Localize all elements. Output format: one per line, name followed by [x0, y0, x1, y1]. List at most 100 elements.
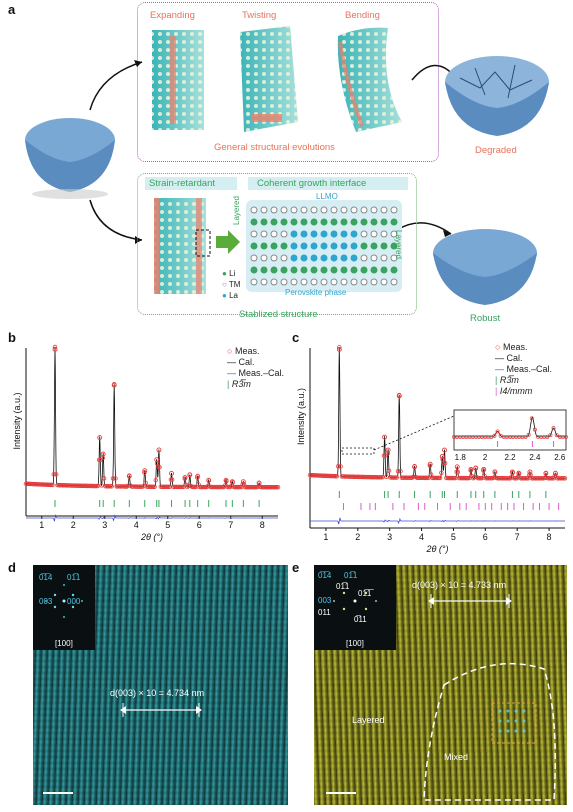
- measure-e: d(003) × 10 = 4.733 nm: [412, 580, 507, 590]
- lattice-atom: [270, 242, 278, 250]
- lattice-atom: [390, 266, 398, 274]
- structural-evolution-caption: General structural evolutions: [214, 142, 335, 153]
- measured-peak-point: [442, 447, 447, 453]
- measured-point: [439, 470, 444, 476]
- expanding-title: Expanding: [150, 10, 195, 21]
- inset-measured-point: [554, 433, 559, 438]
- lattice-atom: [270, 254, 278, 262]
- measured-peak-point: [206, 477, 212, 483]
- lattice-atom: [330, 254, 338, 262]
- lattice-atom: [280, 254, 288, 262]
- lattice-atom: [290, 266, 298, 274]
- measured-point: [539, 476, 545, 481]
- inset-measured-point: [548, 433, 553, 438]
- lattice-atom: [390, 254, 398, 262]
- measured-point: [436, 475, 441, 481]
- lattice-atom: [370, 254, 378, 262]
- measured-point: [527, 472, 532, 478]
- lattice-atom: [300, 242, 308, 250]
- lattice-atom: [370, 266, 378, 274]
- x-tick-label: 6: [483, 532, 488, 542]
- lattice-atom: [360, 254, 368, 262]
- panel-e-label: e: [292, 560, 300, 575]
- difference-curve: [310, 517, 565, 525]
- lattice-atom: [280, 278, 288, 286]
- legend-la: La: [229, 291, 238, 300]
- measured-peak-point: [439, 454, 445, 459]
- xrd-chart-c: 1 2 3 4 5 6 7 8 2θ (°) Intensity (a.u.) 1.8 2 2.2 2.4…: [296, 345, 568, 554]
- fft-e-label-011d: 011: [318, 608, 331, 617]
- lattice-atom: [360, 218, 368, 226]
- twisting-title: Twisting: [242, 10, 277, 21]
- x-tick-label: 4: [419, 532, 424, 542]
- x-axis-label: 2θ (°): [140, 532, 163, 542]
- measured-point: [442, 460, 448, 466]
- measured-point: [52, 344, 58, 350]
- lattice-atom: [300, 206, 308, 214]
- strain-retardant-block: [154, 198, 211, 294]
- measured-peak-point: [223, 477, 229, 483]
- x-tick-label: 1: [39, 520, 44, 530]
- measure-arrow-e: [428, 594, 512, 608]
- measured-point: [50, 482, 55, 488]
- lattice-atom: [260, 242, 268, 250]
- lattice-atom: [320, 230, 328, 238]
- measured-point: [334, 474, 339, 479]
- y-axis-label: Intensity (a.u.): [296, 388, 306, 445]
- legend-tm: TM: [228, 280, 241, 289]
- lattice-atom: [330, 218, 338, 226]
- structural-evolution-illustration: [152, 26, 402, 132]
- lattice-atom: [330, 206, 338, 214]
- fft-e-label-011a: 01̅1: [344, 571, 358, 580]
- x-tick-label: 3: [102, 520, 107, 530]
- measured-point: [455, 469, 461, 475]
- lattice-atom: [340, 206, 348, 214]
- inset-curve: [454, 416, 566, 438]
- difference-curve: [26, 514, 278, 522]
- legend-c-diff: Meas.–Cal.: [506, 364, 553, 374]
- lattice-atom: [370, 242, 378, 250]
- lattice-atom: [330, 278, 338, 286]
- strain-title-bg: [145, 177, 237, 190]
- lattice-atom: [300, 266, 308, 274]
- lattice-atom: [370, 206, 378, 214]
- zoom-arrow: [216, 230, 240, 254]
- inset-measured-point: [523, 434, 528, 439]
- lattice-atom: [330, 266, 338, 274]
- measured-peak-point: [256, 480, 262, 486]
- lattice-atom: [350, 206, 358, 214]
- inset-x-tick-label: 2.4: [529, 453, 541, 462]
- x-tick-label: 5: [165, 520, 170, 530]
- legend-li: Li: [229, 269, 236, 278]
- measured-peak-point: [156, 447, 162, 453]
- lattice-atom: [300, 218, 308, 226]
- zone-axis-d: [100]: [55, 639, 73, 648]
- measured-point: [385, 451, 390, 456]
- measured-point: [513, 476, 518, 481]
- x-tick-label: 6: [197, 520, 202, 530]
- lattice-atom: [380, 206, 388, 214]
- lattice-atom: [390, 278, 398, 286]
- lattice-atom: [270, 218, 278, 226]
- x-tick-label: 1: [323, 532, 328, 542]
- robust-label: Robust: [470, 313, 501, 324]
- inset-measured-point: [526, 432, 531, 437]
- measured-peak-point: [492, 469, 498, 475]
- lattice-atom: [340, 218, 348, 226]
- measured-peak-point: [182, 475, 188, 481]
- lattice-atom: [290, 218, 298, 226]
- lattice-atom: [340, 242, 348, 250]
- inset-measured-point: [495, 429, 500, 434]
- lattice-atom: [390, 206, 398, 214]
- fft-pattern-e: [333, 591, 377, 611]
- measured-peak-point: [154, 457, 160, 463]
- measured-peak-point: [481, 466, 487, 472]
- lattice-atom: [260, 278, 268, 286]
- measured-peak-point: [427, 461, 433, 467]
- measured-point: [437, 475, 443, 481]
- bending-title: Bending: [345, 10, 380, 21]
- lattice-atom: [370, 278, 378, 286]
- lattice-atom: [360, 242, 368, 250]
- measured-peak-point: [527, 469, 533, 475]
- lattice-atom: [250, 206, 258, 214]
